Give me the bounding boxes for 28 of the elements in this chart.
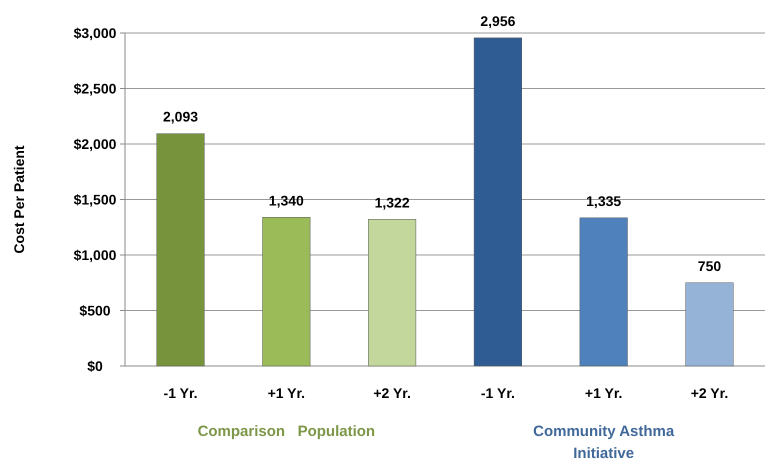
bar bbox=[685, 282, 734, 366]
text: Community Asthma Initiative bbox=[533, 423, 675, 462]
y-tick-label: $1,000 bbox=[74, 246, 117, 263]
data-label: 2,093 bbox=[163, 108, 198, 125]
data-label: 1,335 bbox=[586, 192, 622, 209]
x-tick-label: -1 Yr. bbox=[480, 385, 515, 401]
y-tick-label: $1,500 bbox=[74, 191, 117, 208]
x-tick-label: +2 Yr. bbox=[690, 385, 728, 401]
bar bbox=[580, 218, 628, 366]
bar bbox=[156, 133, 205, 366]
bar bbox=[368, 219, 416, 366]
y-tick-label: $3,000 bbox=[74, 24, 117, 41]
x-tick-label: +1 Yr. bbox=[584, 385, 622, 401]
x-tick-label: +2 Yr. bbox=[373, 385, 411, 401]
data-label: 1,322 bbox=[374, 194, 410, 210]
bar bbox=[262, 217, 310, 366]
y-tick-label: $2,500 bbox=[74, 80, 117, 96]
data-label: 750 bbox=[698, 258, 722, 274]
data-label: 1,340 bbox=[268, 192, 304, 208]
y-tick-label: $0 bbox=[87, 358, 103, 374]
x-tick-label: -1 Yr. bbox=[164, 385, 198, 401]
text: Comparison Population bbox=[198, 423, 376, 440]
data-label: 2,956 bbox=[480, 12, 516, 29]
y-axis-title: Cost Per Patient bbox=[11, 145, 27, 254]
y-tick-label: $500 bbox=[79, 302, 111, 318]
bar bbox=[474, 38, 522, 366]
x-tick-label: +1 Yr. bbox=[268, 385, 306, 401]
y-tick-label: $2,000 bbox=[74, 136, 117, 152]
